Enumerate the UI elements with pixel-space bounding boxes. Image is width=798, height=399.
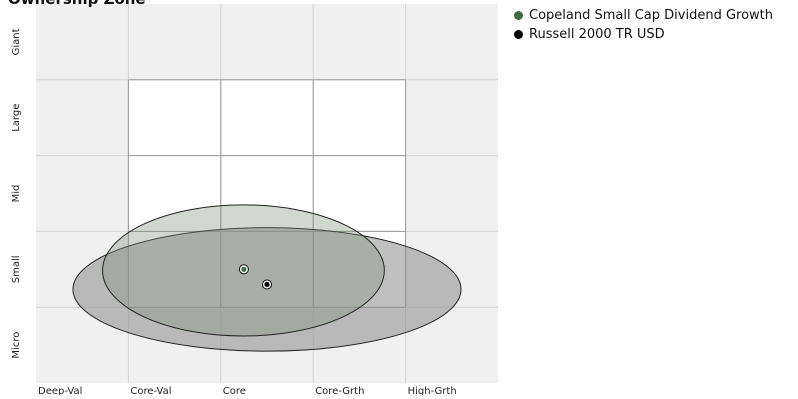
y-tick-label: Large — [11, 104, 22, 132]
axis-labels: Deep-Val Core-Val Core Core-Grth High-Grth Mi… — [11, 28, 457, 397]
y-tick-label: Mid — [11, 185, 22, 203]
legend-swatch-fund — [514, 11, 523, 20]
legend-label-benchmark: Russell 2000 TR USD — [529, 27, 665, 42]
legend-swatch-benchmark — [514, 30, 523, 39]
legend-item-benchmark: Russell 2000 TR USD — [514, 25, 794, 44]
centroid-point-fund — [241, 266, 247, 272]
x-tick-label: Deep-Val — [38, 386, 82, 395]
legend-label-fund: Copeland Small Cap Dividend Growth — [529, 8, 774, 23]
y-tick-label: Micro — [11, 332, 22, 359]
x-tick-label: High-Grth — [408, 386, 457, 395]
legend-item-fund: Copeland Small Cap Dividend Growth — [514, 6, 794, 25]
x-tick-label: Core — [223, 386, 246, 395]
chart-title: Ownership Zone — [8, 0, 146, 8]
x-tick-label: Core-Grth — [315, 386, 364, 395]
centroid-point-benchmark — [264, 281, 270, 288]
x-tick-label: Core-Val — [130, 386, 171, 395]
legend: Copeland Small Cap Dividend Growth Russe… — [514, 6, 794, 44]
y-tick-label: Small — [11, 255, 22, 283]
zone-layer — [72, 204, 462, 352]
y-tick-label: Giant — [11, 28, 22, 55]
